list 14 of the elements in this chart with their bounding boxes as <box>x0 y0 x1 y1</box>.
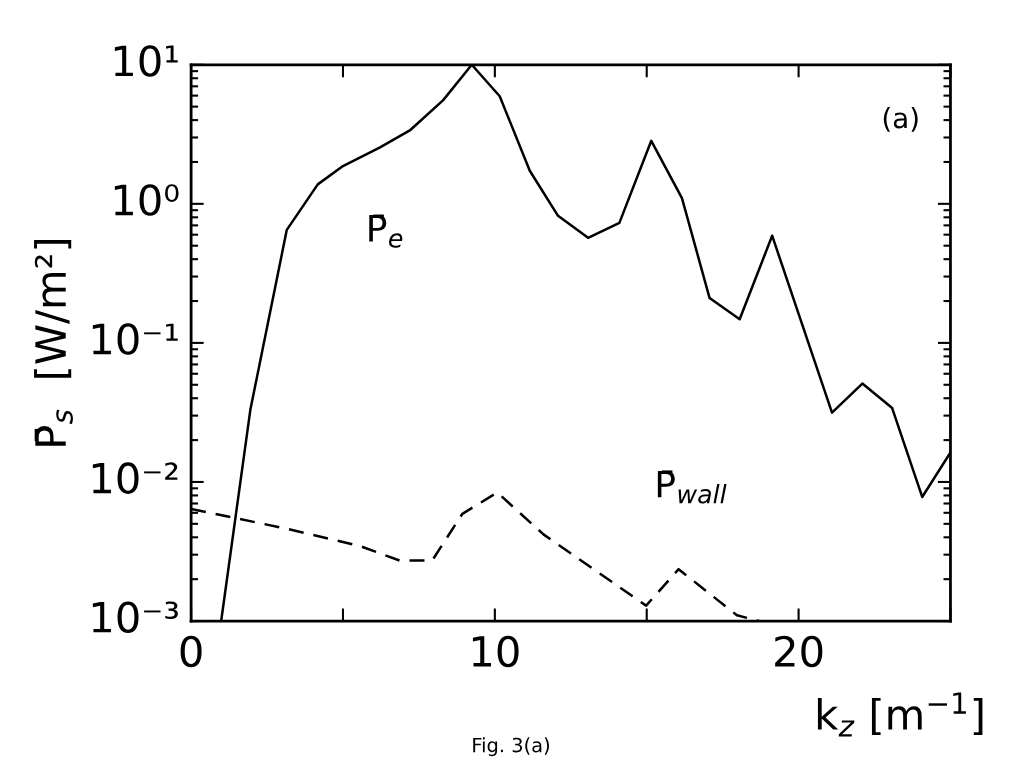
series-label: P̄$_{wall}$ <box>657 470 727 504</box>
series-label: P̄$_{e}$ <box>369 214 403 248</box>
y-tick-label: 10¹ <box>114 45 178 77</box>
x-tick-label: 0 <box>180 635 202 668</box>
x-axis-title: k$_{z}$ [m$^{−1}$] <box>817 692 983 737</box>
y-axis-title: P̄$_{s}$ [W/m²] <box>34 239 73 446</box>
annotation: (a) <box>883 106 918 132</box>
caption: Fig. 3(a) <box>473 737 549 757</box>
x-tick-label: 10 <box>472 635 519 668</box>
y-tick-label: 10⁻² <box>92 462 178 494</box>
y-tick-label: 10⁻¹ <box>92 323 178 355</box>
y-tick-label: 10⁰ <box>114 184 179 216</box>
y-tick-label: 10⁻³ <box>92 601 178 633</box>
x-tick-label: 20 <box>775 635 823 668</box>
